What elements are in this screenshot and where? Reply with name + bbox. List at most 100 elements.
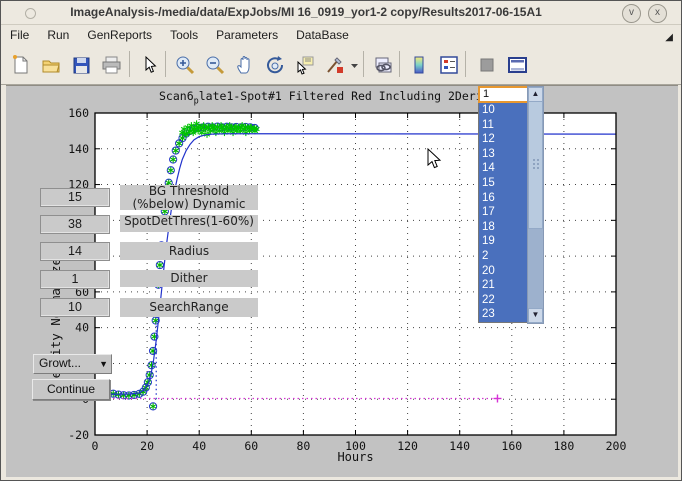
svg-text:100: 100	[345, 439, 366, 453]
toolbar-open-button[interactable]	[37, 51, 65, 79]
open-folder-icon	[42, 60, 60, 73]
dither-label: Dither	[120, 270, 258, 287]
menu-item-database[interactable]: DataBase	[296, 28, 349, 42]
radius-label: Radius	[120, 242, 258, 260]
svg-text:140: 140	[449, 439, 470, 453]
toolbar-link-button[interactable]	[369, 51, 397, 79]
zoom-in-icon	[176, 56, 195, 75]
menu-item-genreports[interactable]: GenReports	[87, 28, 153, 42]
menu-item-run[interactable]: Run	[47, 28, 70, 42]
toolbar-zoom-out-button[interactable]	[201, 51, 229, 79]
toolbar-pan-button[interactable]	[231, 51, 259, 79]
dropdown-item[interactable]: 2	[482, 249, 489, 262]
pan-hand-icon	[237, 56, 250, 74]
toolbar-brush-caret-button[interactable]	[347, 51, 361, 79]
print-icon	[102, 56, 121, 74]
scroll-down-icon[interactable]: ▼	[528, 308, 543, 323]
menu-item-parameters[interactable]: Parameters	[216, 28, 279, 42]
svg-text:-20: -20	[68, 428, 89, 442]
window-title: ImageAnalysis-/media/data/ExpJobs/MI 16_…	[70, 5, 542, 19]
close-window-button[interactable]: x	[648, 4, 667, 23]
svg-text:80: 80	[296, 439, 310, 453]
dropdown-item[interactable]: 14	[482, 162, 495, 175]
dropdown-item[interactable]: 15	[482, 176, 495, 189]
spotdetthres-field[interactable]: 38	[40, 215, 110, 234]
x-axis-label: Hours	[337, 450, 374, 464]
toolbar-save-button[interactable]	[67, 51, 95, 79]
toolbar-show-plot-tools-button[interactable]	[503, 51, 531, 79]
brush-caret-icon	[351, 64, 358, 68]
save-icon	[73, 57, 90, 74]
dropdown-item[interactable]: 21	[482, 279, 495, 292]
svg-text:0: 0	[92, 439, 99, 453]
dropdown-list: 10 11 12 13 14 15 16 17 18 19 2 20 21 22 23	[478, 103, 527, 323]
mouse-cursor	[427, 148, 442, 169]
svg-text:120: 120	[397, 439, 418, 453]
svg-text:180: 180	[554, 439, 575, 453]
pointer-icon	[145, 55, 157, 73]
menu-item-file[interactable]: File	[10, 28, 30, 42]
toolbar-data-cursor-button[interactable]	[291, 51, 319, 79]
spotdetthres-label: SpotDetThres(1-60%)	[120, 215, 258, 232]
toolbar-zoom-in-button[interactable]	[171, 51, 199, 79]
insert-legend-icon	[440, 56, 458, 74]
dropdown-item[interactable]: 17	[482, 206, 495, 219]
figure-area: Scan6plate1-Spot#1 Filtered Red Includin…	[6, 85, 678, 477]
svg-text:60: 60	[244, 439, 258, 453]
dropdown-value-input[interactable]: 1	[478, 86, 529, 103]
svg-text:20: 20	[140, 439, 154, 453]
toolbar-colorbar-button[interactable]	[405, 51, 433, 79]
svg-text:140: 140	[68, 142, 89, 156]
dropdown-item[interactable]: 16	[482, 191, 495, 204]
toolbar-legend-button[interactable]	[435, 51, 463, 79]
brush-icon	[327, 57, 343, 73]
data-cursor-icon	[297, 56, 314, 75]
toolbar-print-button[interactable]	[97, 51, 125, 79]
shade-window-button[interactable]: v	[622, 4, 641, 23]
toolbar-brush-button[interactable]	[321, 51, 349, 79]
searchrange-field[interactable]: 10	[40, 298, 110, 317]
toolbar-pointer-button[interactable]	[135, 51, 163, 79]
toolbar-hide-plot-tools-button[interactable]	[473, 51, 501, 79]
titlebar: ImageAnalysis-/media/data/ExpJobs/MI 16_…	[1, 1, 681, 25]
dropdown-item[interactable]: 22	[482, 293, 495, 306]
link-plots-icon	[375, 57, 392, 73]
bg-threshold-label: BG Threshold (%below) Dynamic	[120, 185, 258, 210]
menu-item-tools[interactable]: Tools	[170, 28, 199, 42]
dropdown-scrollbar[interactable]: ▲ ▼	[527, 86, 544, 324]
growth-dropdown-button[interactable]: Growt... ▼	[33, 354, 112, 374]
plot-title: Scan6plate1-Spot#1 Filtered Red Includin…	[159, 89, 511, 107]
svg-text:160: 160	[68, 106, 89, 120]
searchrange-label: SearchRange	[120, 298, 258, 317]
svg-text:40: 40	[192, 439, 206, 453]
rotate-3d-icon	[267, 56, 284, 74]
scrollbar-thumb[interactable]	[528, 101, 543, 229]
dropdown-item[interactable]: 23	[482, 308, 495, 321]
show-plot-tools-icon	[508, 57, 527, 73]
menubar-overflow-icon[interactable]: ◢	[665, 32, 673, 43]
continue-button[interactable]: Continue	[32, 379, 110, 400]
insert-colorbar-icon	[414, 56, 424, 74]
dropdown-item[interactable]: 12	[482, 133, 495, 146]
toolbar-rotate-button[interactable]	[261, 51, 289, 79]
dither-field[interactable]: 1	[40, 270, 110, 289]
dropdown-item[interactable]: 18	[482, 220, 495, 233]
dropdown-item[interactable]: 13	[482, 147, 495, 160]
dropdown-item[interactable]: 11	[482, 118, 494, 131]
svg-text:160: 160	[501, 439, 522, 453]
menubar: File Run GenReports Tools Parameters DataBase…	[1, 25, 681, 46]
svg-text:40: 40	[75, 321, 89, 335]
toolbar	[1, 46, 681, 85]
scroll-up-icon[interactable]: ▲	[528, 87, 543, 102]
dropdown-item[interactable]: 19	[482, 235, 495, 248]
dropdown-item[interactable]: 20	[482, 264, 495, 277]
svg-text:200: 200	[606, 439, 627, 453]
new-document-icon	[13, 55, 28, 74]
bg-threshold-field[interactable]: 15	[40, 188, 110, 207]
dropdown-item[interactable]: 10	[482, 104, 495, 116]
window-icon	[25, 8, 36, 19]
hide-plot-tools-icon	[480, 58, 494, 72]
toolbar-new-button[interactable]	[7, 51, 35, 79]
radius-field[interactable]: 14	[40, 242, 110, 261]
